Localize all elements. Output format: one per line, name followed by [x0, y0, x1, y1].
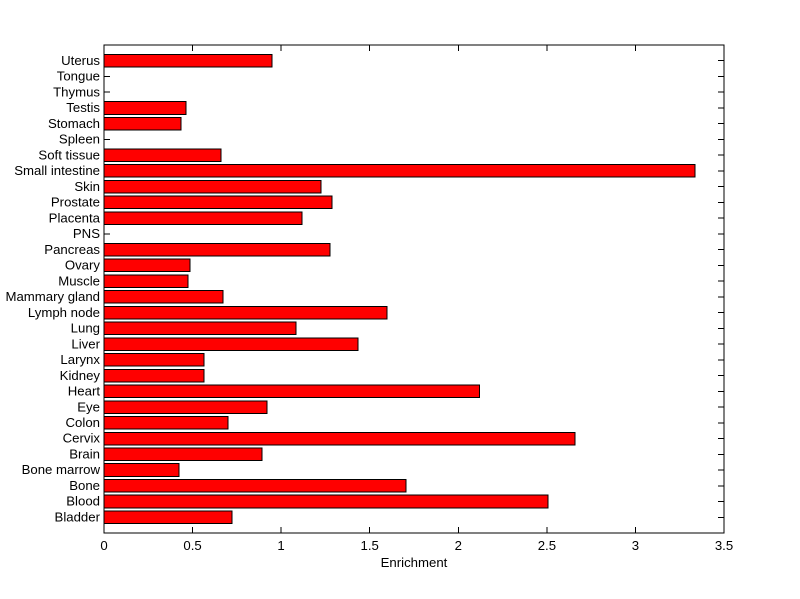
svg-text:Bone marrow: Bone marrow: [22, 462, 101, 477]
svg-text:2.5: 2.5: [538, 538, 556, 553]
svg-text:PNS: PNS: [73, 226, 100, 241]
svg-text:Prostate: Prostate: [51, 195, 100, 210]
svg-text:2: 2: [455, 538, 462, 553]
svg-text:Ovary: Ovary: [65, 258, 101, 273]
svg-text:Small intestine: Small intestine: [14, 163, 100, 178]
svg-text:Stomach: Stomach: [48, 116, 100, 131]
svg-text:Muscle: Muscle: [58, 273, 100, 288]
svg-text:Mammary gland: Mammary gland: [5, 289, 100, 304]
svg-text:Uterus: Uterus: [61, 53, 100, 68]
svg-text:Cervix: Cervix: [63, 431, 101, 446]
svg-text:Skin: Skin: [74, 179, 100, 194]
svg-text:Eye: Eye: [77, 399, 100, 414]
svg-text:Heart: Heart: [68, 384, 101, 399]
svg-text:Colon: Colon: [66, 415, 100, 430]
svg-text:3: 3: [632, 538, 639, 553]
svg-text:Tongue: Tongue: [57, 69, 100, 84]
svg-text:Liver: Liver: [71, 336, 100, 351]
svg-text:Kidney: Kidney: [60, 368, 101, 383]
svg-text:Enrichment: Enrichment: [381, 555, 448, 570]
svg-text:Soft tissue: Soft tissue: [38, 147, 100, 162]
svg-text:Thymus: Thymus: [53, 84, 100, 99]
svg-text:Placenta: Placenta: [49, 210, 101, 225]
svg-text:Testis: Testis: [66, 100, 100, 115]
svg-text:Bladder: Bladder: [55, 510, 101, 525]
svg-text:1: 1: [277, 538, 284, 553]
svg-text:Spleen: Spleen: [59, 132, 100, 147]
svg-text:0: 0: [100, 538, 107, 553]
svg-text:1.5: 1.5: [361, 538, 379, 553]
svg-text:3.5: 3.5: [715, 538, 733, 553]
svg-text:Lung: Lung: [71, 321, 100, 336]
svg-text:Bone: Bone: [69, 478, 100, 493]
svg-text:Larynx: Larynx: [60, 352, 100, 367]
svg-text:Lymph node: Lymph node: [28, 305, 100, 320]
svg-text:Blood: Blood: [66, 494, 100, 509]
svg-text:Brain: Brain: [69, 447, 100, 462]
svg-text:0.5: 0.5: [183, 538, 201, 553]
svg-text:Pancreas: Pancreas: [44, 242, 100, 257]
